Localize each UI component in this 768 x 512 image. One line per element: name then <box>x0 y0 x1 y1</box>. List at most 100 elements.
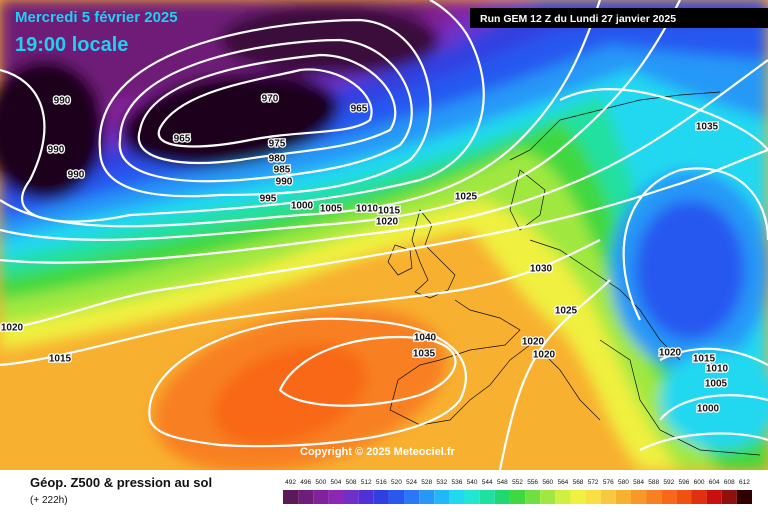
isobar-label: 1035 <box>696 122 719 133</box>
scale-label: 556 <box>527 479 538 486</box>
isobar-label: 985 <box>274 165 291 176</box>
isobar-label: 1000 <box>697 404 720 415</box>
scale-swatch <box>343 490 359 504</box>
scale-swatch <box>479 490 495 504</box>
scale-swatch <box>676 490 692 504</box>
scale-swatch <box>570 490 586 504</box>
isobar-label: 1020 <box>533 350 556 361</box>
isobar-label: 1020 <box>522 337 545 348</box>
scale-swatch <box>585 490 601 504</box>
scale-swatch <box>555 490 571 504</box>
scale-swatch <box>373 490 389 504</box>
scale-swatch <box>404 490 420 504</box>
scale-label: 540 <box>467 479 478 486</box>
isobar-label: 990 <box>276 177 293 188</box>
isobar-label: 1015 <box>693 354 716 365</box>
isobar-label: 990 <box>48 145 65 156</box>
scale-label: 504 <box>331 479 342 486</box>
scale-label: 592 <box>663 479 674 486</box>
scale-label: 560 <box>542 479 553 486</box>
scale-label: 520 <box>391 479 402 486</box>
scale-swatch <box>464 490 480 504</box>
scale-label: 516 <box>376 479 387 486</box>
scale-label: 500 <box>315 479 326 486</box>
isobar-label: 1005 <box>705 379 728 390</box>
isobar-label: 970 <box>262 94 279 105</box>
forecast-date: Mercredi 5 février 2025 <box>15 9 178 26</box>
scale-label: 548 <box>497 479 508 486</box>
isobar-label: 1025 <box>455 192 478 203</box>
run-bar <box>470 8 768 28</box>
scale-label: 512 <box>361 479 372 486</box>
scale-label: 612 <box>739 479 750 486</box>
scale-label: 532 <box>436 479 447 486</box>
isobar-label: 990 <box>68 170 85 181</box>
isobar-label: 1010 <box>706 364 729 375</box>
copyright: Copyright © 2025 Meteociel.fr <box>300 446 456 458</box>
isobar-label: 1015 <box>378 206 401 217</box>
scale-label: 580 <box>618 479 629 486</box>
scale-label: 496 <box>300 479 311 486</box>
isobar-label: 975 <box>269 139 286 150</box>
isobar-label: 990 <box>54 96 71 107</box>
scale-swatch <box>283 490 299 504</box>
color-scale: 492 496 500 504 508 512 516 520 524 528 532 536 540 5… <box>283 479 752 504</box>
scale-swatch <box>525 490 541 504</box>
run-info: Run GEM 12 Z du Lundi 27 janvier 2025 <box>480 13 676 25</box>
scale-label: 568 <box>573 479 584 486</box>
forecast-time: 19:00 locale <box>15 34 128 56</box>
scale-label: 536 <box>452 479 463 486</box>
scale-swatch <box>358 490 374 504</box>
isobar-label: 965 <box>174 134 191 145</box>
scale-label: 528 <box>421 479 432 486</box>
scale-swatch <box>630 490 647 504</box>
scale-label: 608 <box>724 479 735 486</box>
scale-label: 600 <box>694 479 705 486</box>
scale-swatch <box>419 490 435 504</box>
scale-swatch <box>434 490 450 504</box>
legend-title: Géop. Z500 & pression au sol <box>30 475 212 490</box>
scale-label: 572 <box>588 479 599 486</box>
isobar-label: 1020 <box>659 348 682 359</box>
scale-label: 576 <box>603 479 614 486</box>
scale-label: 552 <box>512 479 523 486</box>
isobar-label: 1005 <box>320 204 343 215</box>
scale-swatch <box>298 490 314 504</box>
isobar-label: 1010 <box>356 204 379 215</box>
scale-label: 544 <box>482 479 493 486</box>
legend-subtitle: (+ 222h) <box>30 495 68 506</box>
scale-swatch <box>313 490 329 504</box>
scale-swatch <box>540 490 556 504</box>
isobar-label: 980 <box>269 154 286 165</box>
scale-swatch <box>661 490 677 504</box>
isobar-label: 1020 <box>376 217 399 228</box>
scale-label: 584 <box>633 479 644 486</box>
scale-label: 596 <box>678 479 689 486</box>
scale-swatch <box>509 490 526 504</box>
scale-swatch <box>449 490 465 504</box>
scale-label: 508 <box>346 479 357 486</box>
isobar-label: 1015 <box>49 354 72 365</box>
scale-swatch <box>328 490 344 504</box>
scale-label: 524 <box>406 479 417 486</box>
scale-label: 492 <box>285 479 296 486</box>
isobars <box>0 0 768 470</box>
scale-swatch <box>706 490 722 504</box>
scale-swatch <box>388 490 405 504</box>
scale-swatch <box>691 490 707 504</box>
scale-swatch <box>494 490 510 504</box>
scale-swatch <box>721 490 737 504</box>
isobar-label: 1020 <box>1 323 24 334</box>
scale-label: 564 <box>557 479 568 486</box>
isobar-label: 1000 <box>291 201 314 212</box>
isobar-label: 995 <box>260 194 277 205</box>
isobar-label: 965 <box>351 104 368 115</box>
isobar-label: 1025 <box>555 306 578 317</box>
scale-label: 588 <box>648 479 659 486</box>
scale-swatch <box>736 490 752 504</box>
isobar-label: 1030 <box>530 264 553 275</box>
